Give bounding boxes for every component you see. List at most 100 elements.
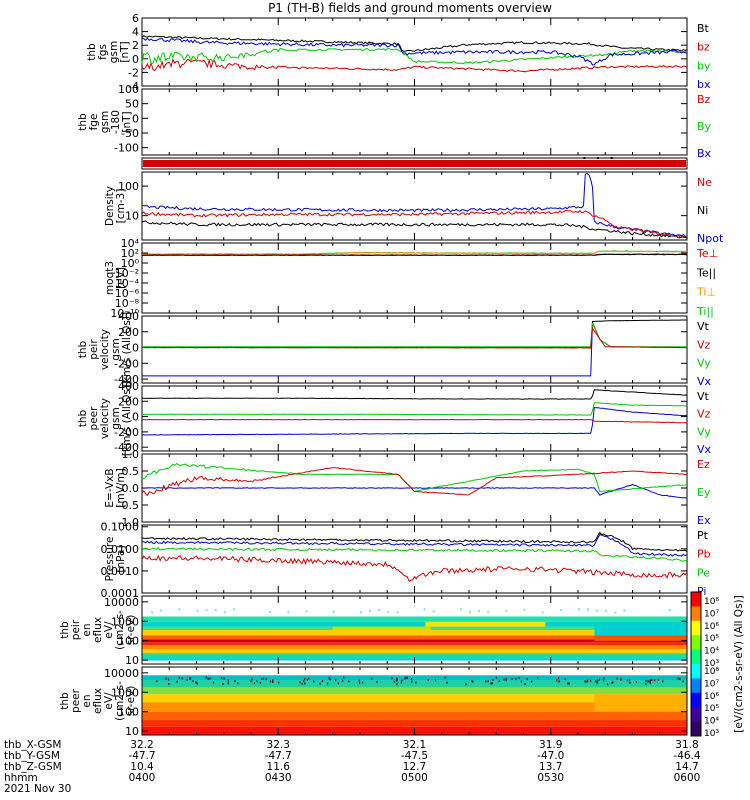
spectrogram-speck — [195, 681, 197, 684]
spectrogram-speck — [232, 608, 235, 611]
legend-entry: Pt — [697, 529, 709, 542]
spectrogram-speck — [396, 680, 398, 683]
legend-entry: Ti⊥ — [696, 286, 716, 299]
legend-entry: Te|| — [696, 266, 716, 279]
spectrogram-speck — [391, 677, 393, 680]
y-tick-label: -4 — [128, 80, 139, 93]
y-axis-title: [km/s (All Qs)] — [121, 381, 133, 456]
spectrogram-speck — [597, 679, 599, 682]
spectrogram-band — [142, 635, 687, 640]
y-axis-title: (cm2-s- — [114, 681, 126, 721]
x-row-value: 12.7 — [403, 761, 426, 773]
spectrogram-speck — [335, 679, 337, 682]
spectrogram-speck — [406, 676, 408, 679]
spectrogram-speck — [614, 611, 617, 614]
spectrogram-speck — [269, 610, 272, 613]
y-tick-label: -400 — [114, 373, 139, 386]
spectrogram-speck — [677, 677, 679, 680]
spectrogram-speck — [301, 682, 303, 685]
x-row-value: 32.3 — [267, 739, 290, 751]
legend-entry: Pi — [697, 585, 706, 598]
colorbar-swatch — [691, 692, 701, 708]
spectrogram-speck — [578, 608, 580, 611]
spectrogram-speck — [459, 608, 462, 611]
colorbar-swatch — [691, 592, 701, 607]
colorbar-swatch — [691, 707, 701, 723]
spectrogram-speck — [332, 610, 335, 613]
spectrogram-band — [142, 621, 687, 627]
y-axis-title: fge — [88, 114, 100, 131]
y-tick-label: -100 — [114, 142, 139, 155]
x-row-value: 0600 — [674, 772, 701, 784]
spectrogram-speck — [411, 680, 413, 683]
colorbar-tick-label: 10⁵ — [704, 704, 719, 714]
x-row-value: 14.7 — [675, 761, 698, 773]
spectrogram-speck — [209, 677, 211, 680]
legend-entry: Bz — [697, 93, 711, 106]
y-tick-label: -1.0 — [118, 516, 139, 529]
legend-entry: Ni — [697, 204, 708, 217]
spectrogram-speck — [668, 609, 671, 612]
status-dot — [583, 157, 586, 159]
series-ex — [141, 483, 688, 499]
spectrogram-speck — [635, 681, 637, 684]
y-tick-label: 0.5 — [122, 465, 140, 478]
x-axis-annotation: thb_X-GSM 32.2 32.3 32.1 31.9 31.8 thb_Y-GSM -4… — [4, 739, 701, 795]
series-bz — [141, 58, 688, 73]
x-row-value: -47.5 — [401, 750, 428, 762]
colorbar-label: [eV/(cm2-s-sr-eV) (All Qs)] — [733, 595, 745, 732]
spectrogram-speck — [682, 680, 684, 683]
y-tick-label: -200 — [114, 357, 139, 370]
x-row-value: -47.7 — [265, 750, 292, 762]
spectrogram-speck — [262, 677, 265, 680]
legend-entry: bz — [697, 41, 710, 54]
spectrogram-speck — [404, 677, 406, 680]
legend-entry: bx — [697, 78, 711, 91]
spectrogram-speck — [511, 677, 513, 680]
spectrogram-speck — [261, 678, 263, 681]
y-tick-label: -200 — [114, 426, 139, 439]
y-axis-title: en — [81, 694, 93, 707]
spectrogram-speck — [178, 608, 181, 611]
series-by — [141, 47, 688, 65]
spectrogram-speck — [181, 677, 183, 680]
x-row-value: 31.8 — [675, 739, 698, 751]
y-axis-title: gsm — [108, 41, 120, 63]
series-bt — [141, 34, 688, 52]
spectrogram-speck — [596, 681, 598, 684]
panel-3: 100 10 Density [cm-3] Ne Ni Npot — [104, 171, 724, 245]
y-tick-label: 400 — [118, 310, 139, 323]
spectrogram-speck — [524, 683, 526, 686]
spectrogram-speck — [287, 611, 290, 614]
spectrogram-speck — [485, 680, 487, 683]
y-axis-title: [cm-3] — [115, 189, 127, 224]
x-row-value: 32.1 — [403, 739, 426, 751]
x-row-value: 0400 — [129, 772, 156, 784]
spectrogram-speck — [611, 681, 613, 684]
x-row-value: 13.7 — [539, 761, 562, 773]
spectrogram-speck — [587, 608, 590, 611]
spectrogram-speck — [341, 679, 344, 682]
spectrogram-speck — [487, 611, 490, 614]
y-tick-label: 10000 — [104, 596, 139, 609]
spectrogram-band — [142, 630, 687, 636]
spectrogram-speck — [491, 682, 493, 685]
y-tick-label: 10⁻⁸ — [115, 297, 140, 310]
spectrogram-speck — [308, 677, 310, 680]
panel-9: 10000 1000 100 10 thb peir en eflux eV/(cm2-s-sr… — [59, 595, 688, 667]
colorbar-swatch — [691, 606, 701, 622]
spectrogram-speck — [250, 680, 252, 683]
colorbar-swatch — [691, 678, 701, 694]
series-te — [141, 253, 688, 257]
y-tick-label: 0 — [132, 342, 139, 355]
spectrogram-speck — [603, 677, 605, 680]
spectrogram-speck — [616, 677, 618, 680]
spectrogram-speck — [160, 609, 163, 612]
colorbar-swatch — [691, 635, 701, 651]
spectrogram-speck — [471, 679, 473, 682]
y-tick-label: 100 — [118, 706, 139, 719]
y-axis-title: thb — [59, 621, 71, 639]
legend-entry: Npot — [697, 232, 724, 245]
